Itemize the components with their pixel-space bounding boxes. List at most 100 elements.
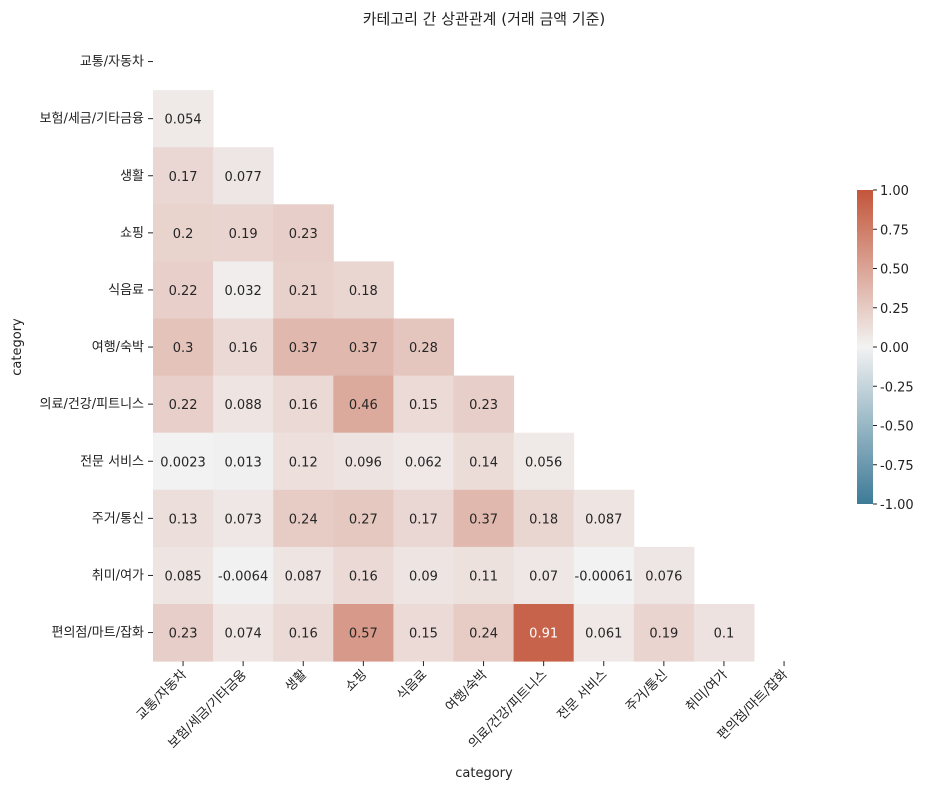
cell-value-label: 0.23	[169, 627, 198, 642]
heatmap-cell	[513, 489, 575, 548]
cell-value-label: 0.2	[173, 227, 194, 242]
cell-value-label: 0.28	[409, 341, 438, 356]
heatmap-cell	[633, 604, 695, 662]
heatmap-cell	[513, 432, 575, 491]
heatmap-cell	[213, 546, 274, 605]
heatmap-cell	[153, 432, 214, 491]
heatmap-cell	[453, 546, 515, 605]
heatmap-cell	[513, 546, 575, 605]
x-tick-label: 식음료	[394, 667, 430, 703]
cell-value-label: 0.22	[169, 398, 198, 413]
heatmap-cell	[213, 604, 274, 662]
heatmap-cell	[573, 546, 635, 605]
heatmap-cell	[213, 432, 274, 491]
cell-value-label: 0.1	[714, 627, 735, 642]
heatmap-cell	[213, 375, 274, 434]
colorbar-tick-label: 0.25	[880, 302, 909, 317]
heatmap-cell	[273, 546, 334, 605]
heatmap-cell	[213, 318, 274, 377]
cell-value-label: 0.27	[349, 512, 378, 527]
cell-value-label: -0.0064	[218, 569, 268, 584]
cell-value-label: 0.57	[349, 627, 378, 642]
heatmap-cell	[453, 375, 515, 434]
colorbar-tick-label: 0.75	[880, 223, 909, 238]
cell-value-label: 0.16	[289, 398, 318, 413]
colorbar-tick-label: -1.00	[880, 498, 914, 513]
cell-value-label: 0.37	[289, 341, 318, 356]
cell-value-label: 0.14	[469, 455, 498, 470]
heatmap-cell	[273, 261, 334, 319]
cell-value-label: 0.096	[345, 455, 382, 470]
cell-value-label: 0.061	[585, 627, 622, 642]
y-tick-label: 식음료	[108, 283, 144, 298]
heatmap-cell	[393, 318, 454, 377]
chart-title: 카테고리 간 상관관계 (거래 금액 기준)	[363, 10, 606, 28]
x-tick-label: 교통/자동차	[134, 667, 190, 723]
heatmap-cell	[153, 204, 214, 262]
cell-value-label: -0.00061	[575, 569, 633, 584]
y-tick-labels: 교통/자동차보험/세금/기타금융생활쇼핑식음료여행/숙박의료/건강/피트니스전문…	[40, 55, 153, 641]
heatmap-cell	[273, 604, 334, 662]
cell-value-label: 0.21	[289, 284, 318, 299]
cell-value-label: 0.074	[225, 627, 262, 642]
heatmap-cell	[333, 432, 394, 491]
colorbar-tick-label: -0.50	[880, 420, 914, 435]
cell-value-label: 0.37	[349, 341, 378, 356]
heatmap-cell	[273, 204, 334, 262]
x-tick-label: 주거/통신	[623, 667, 671, 715]
heatmap-cell	[453, 604, 515, 662]
heatmap-cells: 0.054 0.17 0.077 0.2 0.19 0.23 0.22 0.032 0.21 0.…	[153, 90, 755, 662]
cell-value-label: 0.088	[225, 398, 262, 413]
colorbar-tick-label: -0.75	[880, 459, 914, 474]
heatmap-cell	[333, 489, 394, 548]
heatmap-cell	[633, 546, 695, 605]
heatmap-cell	[513, 604, 575, 662]
cell-value-label: 0.18	[349, 284, 378, 299]
cell-value-label: 0.0023	[160, 455, 206, 470]
heatmap-cell	[153, 546, 214, 605]
heatmap-cell	[333, 261, 394, 319]
cell-value-label: 0.46	[349, 398, 378, 413]
cell-value-label: 0.91	[529, 627, 558, 642]
cell-value-label: 0.3	[173, 341, 194, 356]
y-tick-label: 취미/여가	[92, 568, 144, 583]
cell-value-label: 0.23	[469, 398, 498, 413]
heatmap-cell	[273, 432, 334, 491]
y-tick-label: 주거/통신	[92, 511, 144, 526]
cell-value-label: 0.087	[285, 569, 322, 584]
cell-value-label: 0.09	[409, 569, 438, 584]
cell-value-label: 0.24	[469, 627, 498, 642]
y-tick-label: 교통/자동차	[80, 55, 144, 70]
heatmap-cell	[213, 261, 274, 319]
heatmap-cell	[333, 604, 394, 662]
x-tick-label: 여행/숙박	[442, 667, 490, 715]
cell-value-label: 0.18	[529, 512, 558, 527]
heatmap-cell	[153, 318, 214, 377]
cell-value-label: 0.085	[164, 569, 201, 584]
heatmap-cell	[153, 90, 214, 148]
cell-value-label: 0.013	[225, 455, 262, 470]
cell-value-label: 0.054	[164, 113, 201, 128]
cell-value-label: 0.15	[409, 398, 438, 413]
x-tick-label: 쇼핑	[343, 667, 371, 695]
heatmap-cell	[573, 604, 635, 662]
heatmap-cell	[393, 604, 454, 662]
cell-value-label: 0.19	[229, 227, 258, 242]
heatmap-cell	[273, 489, 334, 548]
cell-value-label: 0.087	[585, 512, 622, 527]
cell-value-label: 0.073	[225, 512, 262, 527]
heatmap-cell	[393, 546, 454, 605]
cell-value-label: 0.062	[405, 455, 442, 470]
cell-value-label: 0.07	[529, 569, 558, 584]
x-axis-label: category	[455, 766, 513, 781]
heatmap-cell	[213, 489, 274, 548]
cell-value-label: 0.16	[349, 569, 378, 584]
cell-value-label: 0.37	[469, 512, 498, 527]
heatmap-cell	[273, 318, 334, 377]
y-tick-label: 편의점/마트/잡화	[52, 626, 145, 641]
heatmap-cell	[393, 375, 454, 434]
x-tick-label: 생활	[283, 667, 311, 695]
heatmap-cell	[453, 432, 515, 491]
